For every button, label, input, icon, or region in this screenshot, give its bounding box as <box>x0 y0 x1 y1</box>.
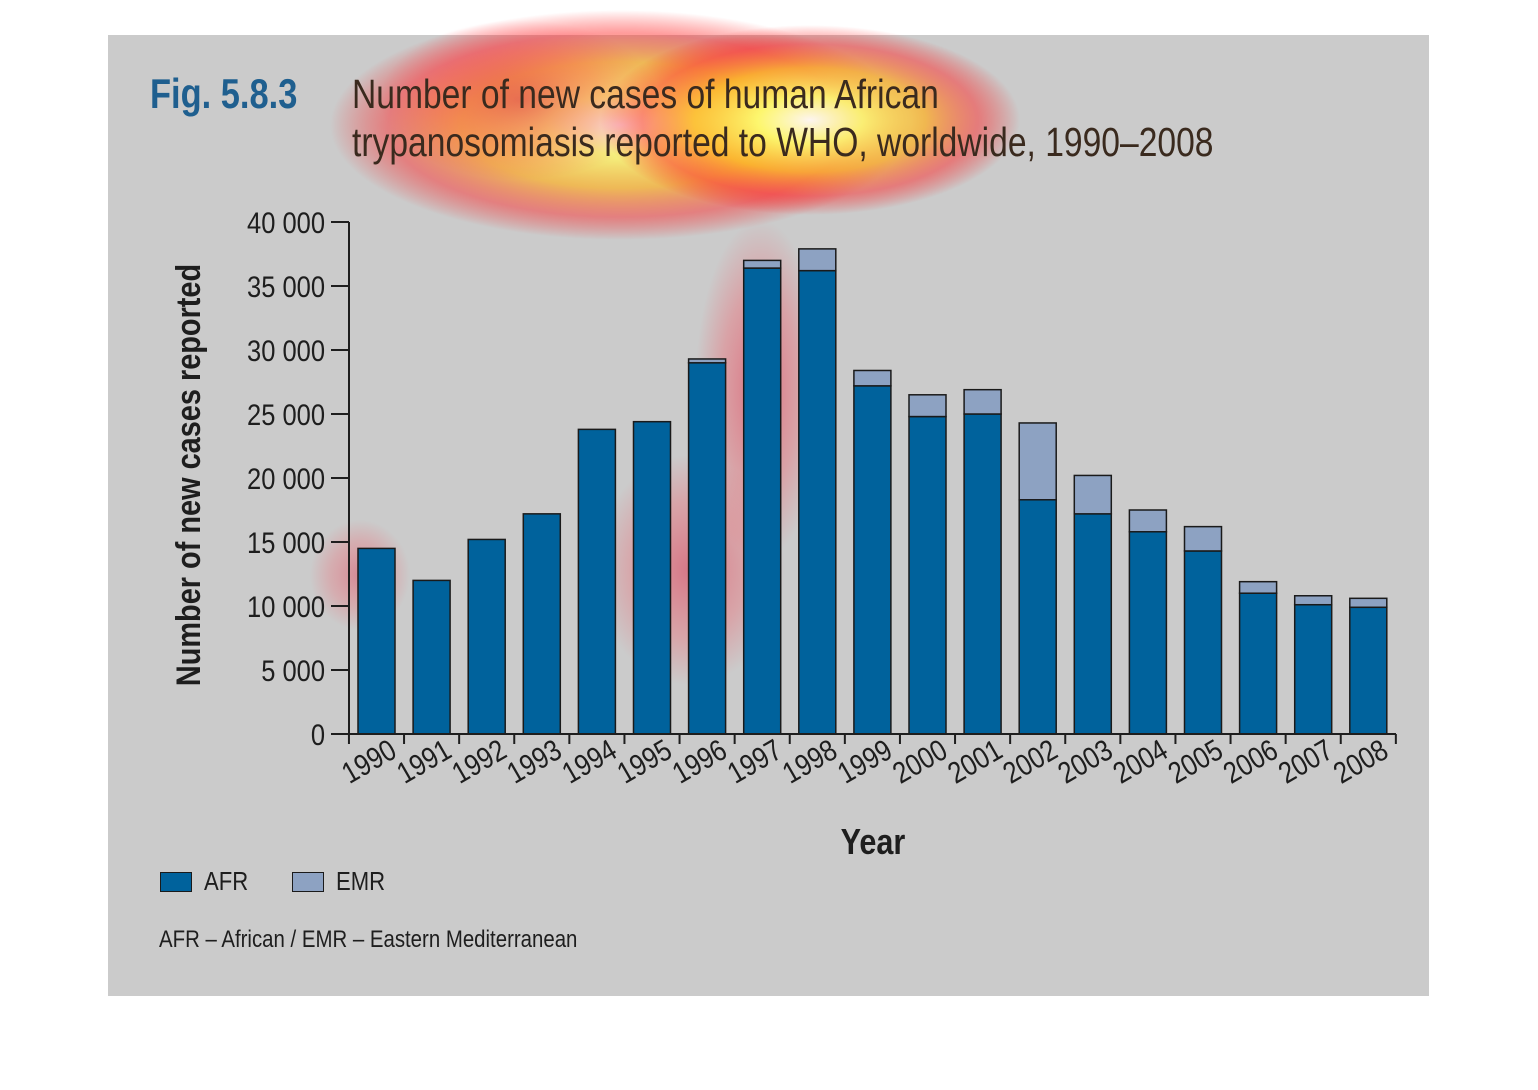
figure-title-line-2: trypanosomiasis reported to WHO, worldwi… <box>352 119 1214 165</box>
bar-emr-2002 <box>1018 422 1057 501</box>
bar-emr-1996 <box>687 358 727 364</box>
bar-afr-2008 <box>1349 606 1388 735</box>
bar-emr-2005 <box>1183 525 1223 552</box>
y-tick-label: 30 000 <box>247 334 325 367</box>
footnote: AFR – African / EMR – Eastern Mediterran… <box>159 926 578 953</box>
bar-emr-2006 <box>1238 580 1278 594</box>
y-tick-label: 35 000 <box>247 270 325 303</box>
bar-afr-1993 <box>522 513 562 735</box>
bar-afr-1991 <box>412 579 451 735</box>
x-axis-ticks: 1990199119921993199419951996199719981999… <box>336 733 1397 790</box>
y-tick-label: 5 000 <box>261 654 325 687</box>
legend-swatch-emr <box>292 871 324 892</box>
bar-afr-2006 <box>1238 592 1278 735</box>
legend-item-afr: AFR <box>160 866 256 897</box>
bar-emr-2004 <box>1128 509 1168 533</box>
bar-afr-1992 <box>467 538 506 735</box>
bar-afr-2000 <box>908 415 947 735</box>
bar-emr-2003 <box>1073 474 1113 515</box>
bar-afr-2002 <box>1018 499 1057 735</box>
legend-item-emr: EMR <box>292 866 394 897</box>
figure-label: Fig. 5.8.3 <box>150 70 298 117</box>
bar-afr-2004 <box>1128 531 1168 735</box>
bar-afr-1996 <box>687 362 727 735</box>
y-axis-label: Number of new cases reported <box>169 264 208 686</box>
x-axis-label: Year <box>841 823 906 863</box>
bar-afr-1997 <box>742 267 782 735</box>
legend-swatch-afr <box>160 871 192 892</box>
legend-label-afr: AFR <box>204 866 249 896</box>
bars <box>357 248 1388 735</box>
legend: AFR EMR <box>160 866 430 897</box>
y-tick-label: 10 000 <box>247 590 325 623</box>
bar-afr-1999 <box>853 385 892 735</box>
bar-emr-1999 <box>853 369 892 387</box>
bar-emr-2000 <box>908 394 947 418</box>
bar-afr-2005 <box>1183 550 1223 735</box>
figure-title: Number of new cases of human African try… <box>352 70 1213 166</box>
figure-title-line-1: Number of new cases of human African <box>352 71 939 117</box>
bar-afr-2003 <box>1073 513 1113 735</box>
bar-emr-1997 <box>742 259 782 269</box>
bar-emr-1998 <box>798 248 837 272</box>
y-tick-label: 40 000 <box>247 206 325 239</box>
y-tick-label: 20 000 <box>247 462 325 495</box>
bar-afr-1994 <box>577 428 617 735</box>
y-tick-label: 0 <box>311 718 325 751</box>
legend-label-emr: EMR <box>336 866 386 896</box>
bar-emr-2008 <box>1349 597 1388 609</box>
y-axis-ticks: 0 5 000 10 000 15 000 20 000 25 000 30 000 35 0… <box>247 206 349 751</box>
bar-afr-1990 <box>357 547 396 735</box>
bar-afr-2001 <box>963 413 1002 735</box>
x-tick-label-2008: 2008 <box>1328 733 1394 790</box>
y-tick-label: 25 000 <box>247 398 325 431</box>
bar-afr-1995 <box>632 420 672 735</box>
bar-afr-2007 <box>1293 603 1333 735</box>
y-tick-label: 15 000 <box>247 526 325 559</box>
bar-emr-2007 <box>1293 595 1333 606</box>
bar-afr-1998 <box>798 269 837 735</box>
bar-emr-2001 <box>963 388 1002 415</box>
